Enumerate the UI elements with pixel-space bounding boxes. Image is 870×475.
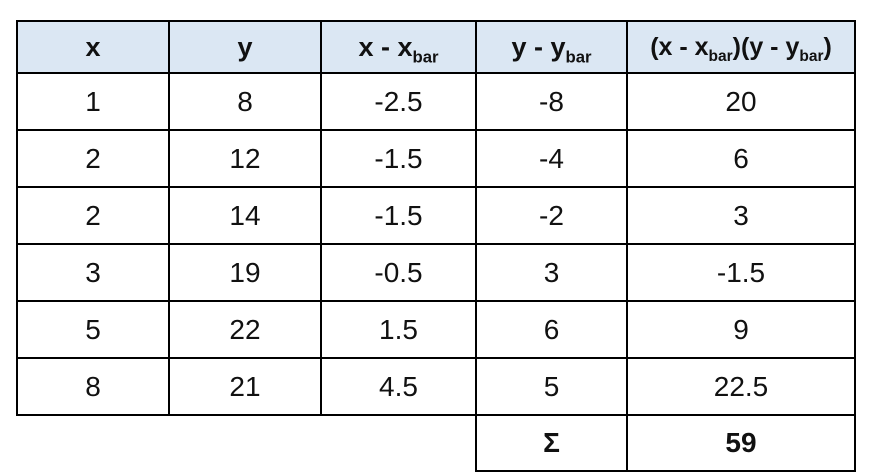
cell-y-dev: 6: [475, 300, 628, 359]
cell-x-dev: -1.5: [320, 129, 477, 188]
column-header-y: y: [168, 20, 322, 74]
cell-product: 9: [626, 300, 856, 359]
cell-y-dev: 5: [475, 357, 628, 416]
header-text: )(y - y: [732, 32, 800, 61]
cell-y-dev: 3: [475, 243, 628, 302]
header-subscript: bar: [708, 47, 733, 65]
cell-x: 8: [16, 357, 170, 416]
header-subscript: bar: [412, 46, 439, 66]
cell-x-dev: -1.5: [320, 186, 477, 245]
cell-y: 12: [168, 129, 322, 188]
cell-product: -1.5: [626, 243, 856, 302]
column-header-y-minus-ybar: y - ybar: [475, 20, 628, 74]
header-text: y: [237, 31, 253, 62]
table-row: 2 14 -1.5 -2 3: [16, 186, 856, 245]
header-text: ): [823, 32, 832, 61]
sum-total-cell: 59: [626, 414, 856, 472]
header-subscript: bar: [799, 47, 824, 65]
cell-product: 20: [626, 72, 856, 131]
summary-spacer: [17, 415, 476, 471]
column-header-x: x: [16, 20, 170, 74]
cell-y-dev: -2: [475, 186, 628, 245]
cell-product: 3: [626, 186, 856, 245]
header-text: y - y: [511, 31, 566, 62]
header-text: x - x: [358, 31, 413, 62]
cell-x-dev: -0.5: [320, 243, 477, 302]
header-subscript: bar: [565, 46, 592, 66]
table-row: 2 12 -1.5 -4 6: [16, 129, 856, 188]
cell-y: 14: [168, 186, 322, 245]
cell-y-dev: -4: [475, 129, 628, 188]
cell-y-dev: -8: [475, 72, 628, 131]
cell-y: 21: [168, 357, 322, 416]
header-text: x: [85, 31, 101, 62]
column-header-product: (x - xbar)(y - ybar): [626, 20, 856, 74]
summary-row: Σ 59: [17, 414, 856, 472]
column-header-x-minus-xbar: x - xbar: [320, 20, 477, 74]
cell-x-dev: 1.5: [320, 300, 477, 359]
cell-x: 1: [16, 72, 170, 131]
cell-y: 8: [168, 72, 322, 131]
covariance-table: x y x - xbar y - ybar (x - xbar)(y - yba…: [16, 20, 856, 472]
cell-x: 2: [16, 186, 170, 245]
cell-product: 6: [626, 129, 856, 188]
cell-y: 19: [168, 243, 322, 302]
cell-x-dev: 4.5: [320, 357, 477, 416]
cell-y: 22: [168, 300, 322, 359]
table-row: 3 19 -0.5 3 -1.5: [16, 243, 856, 302]
table-row: 8 21 4.5 5 22.5: [16, 357, 856, 416]
cell-x-dev: -2.5: [320, 72, 477, 131]
table-header-row: x y x - xbar y - ybar (x - xbar)(y - yba…: [16, 20, 856, 74]
cell-x: 3: [16, 243, 170, 302]
cell-product: 22.5: [626, 357, 856, 416]
sum-symbol-cell: Σ: [475, 414, 628, 472]
table-row: 5 22 1.5 6 9: [16, 300, 856, 359]
cell-x: 5: [16, 300, 170, 359]
table-row: 1 8 -2.5 -8 20: [16, 72, 856, 131]
header-text: (x - x: [650, 32, 709, 61]
cell-x: 2: [16, 129, 170, 188]
